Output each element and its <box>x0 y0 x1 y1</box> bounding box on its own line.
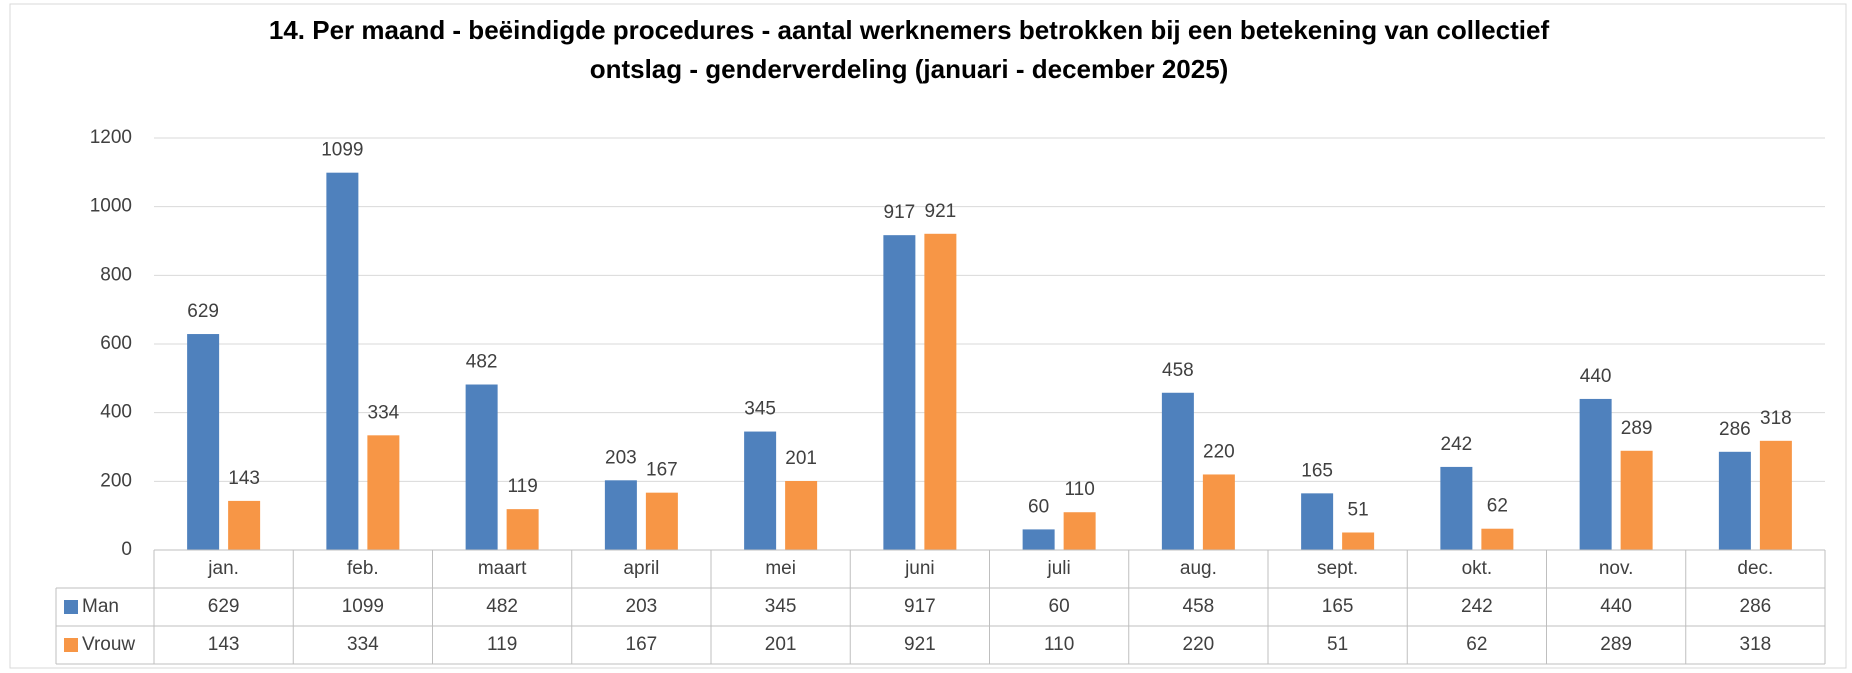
x-tick-label: jan. <box>207 558 239 579</box>
bar <box>883 235 916 550</box>
y-tick-label: 0 <box>121 539 132 560</box>
chart-title: ontslag - genderverdeling (januari - dec… <box>590 54 1229 84</box>
x-tick-label: nov. <box>1599 558 1634 579</box>
bar <box>645 492 678 550</box>
table-cell: 334 <box>347 634 379 655</box>
data-label: 119 <box>507 476 537 497</box>
data-label: 60 <box>1028 496 1049 517</box>
bar <box>506 509 539 550</box>
data-label: 440 <box>1580 366 1612 387</box>
data-label: 62 <box>1487 496 1508 517</box>
x-tick-label: okt. <box>1462 558 1493 579</box>
data-label: 629 <box>187 301 219 322</box>
table-cell: 242 <box>1461 596 1493 617</box>
data-label: 203 <box>605 447 637 468</box>
table-cell: 318 <box>1740 634 1772 655</box>
table-cell: 143 <box>208 634 240 655</box>
data-label: 220 <box>1203 441 1235 462</box>
bar <box>1718 451 1751 550</box>
data-label: 1099 <box>321 140 363 161</box>
x-tick-label: maart <box>478 558 527 579</box>
table-cell: 921 <box>904 634 936 655</box>
legend-swatch <box>64 638 78 652</box>
bar <box>1022 529 1055 550</box>
bar <box>1440 466 1473 550</box>
bar <box>465 384 498 550</box>
table-cell: 482 <box>486 596 518 617</box>
data-label: 334 <box>368 402 400 423</box>
data-label: 286 <box>1719 419 1751 440</box>
legend-swatch <box>64 600 78 614</box>
table-cell: 629 <box>208 596 240 617</box>
data-label: 165 <box>1301 460 1333 481</box>
table-cell: 60 <box>1049 596 1070 617</box>
bar <box>1063 512 1096 550</box>
x-tick-label: juli <box>1047 558 1071 579</box>
y-tick-label: 1200 <box>90 127 132 148</box>
bar <box>1301 493 1334 550</box>
data-label: 242 <box>1441 434 1473 455</box>
bar <box>924 233 957 551</box>
bar <box>367 435 400 550</box>
bar <box>1342 532 1375 550</box>
x-tick-label: juni <box>904 558 935 579</box>
chart-border <box>9 3 1847 669</box>
y-tick-label: 600 <box>100 333 132 354</box>
table-cell: 165 <box>1322 596 1354 617</box>
table-cell: 201 <box>765 634 797 655</box>
table-cell: 203 <box>626 596 658 617</box>
x-tick-label: aug. <box>1180 558 1217 579</box>
y-tick-label: 800 <box>100 264 132 285</box>
bar <box>326 172 359 550</box>
table-cell: 220 <box>1183 634 1215 655</box>
bar <box>744 431 777 550</box>
legend-label: Man <box>82 596 119 617</box>
table-cell: 1099 <box>342 596 384 617</box>
chart-title: 14. Per maand - beëindigde procedures - … <box>269 15 1550 45</box>
table-cell: 917 <box>904 596 936 617</box>
x-tick-label: mei <box>765 558 796 579</box>
data-label: 345 <box>744 399 776 420</box>
data-label: 110 <box>1064 479 1094 500</box>
table-cell: 110 <box>1044 634 1074 655</box>
bar <box>187 334 220 550</box>
bar <box>1579 398 1612 550</box>
data-label: 458 <box>1162 360 1194 381</box>
y-tick-label: 200 <box>100 470 132 491</box>
bar <box>1759 440 1792 550</box>
table-cell: 440 <box>1600 596 1632 617</box>
bar <box>228 500 261 550</box>
data-label: 917 <box>884 202 916 223</box>
table-cell: 458 <box>1183 596 1215 617</box>
table-cell: 51 <box>1327 634 1348 655</box>
data-label: 201 <box>785 448 817 469</box>
x-tick-label: april <box>623 558 659 579</box>
table-cell: 119 <box>487 634 517 655</box>
bar <box>1202 474 1235 550</box>
table-cell: 345 <box>765 596 797 617</box>
table-cell: 167 <box>626 634 658 655</box>
bar <box>1481 528 1514 550</box>
y-tick-label: 400 <box>100 402 132 423</box>
bar <box>604 480 637 550</box>
legend-label: Vrouw <box>82 634 135 655</box>
data-label: 482 <box>466 352 498 373</box>
x-tick-label: sept. <box>1317 558 1358 579</box>
bar <box>785 480 818 550</box>
data-label: 318 <box>1760 408 1792 429</box>
data-label: 143 <box>228 468 260 489</box>
table-cell: 62 <box>1466 634 1487 655</box>
table-cell: 289 <box>1600 634 1632 655</box>
data-label: 167 <box>646 460 678 481</box>
data-label: 51 <box>1348 500 1369 521</box>
bar <box>1620 450 1653 550</box>
y-tick-label: 1000 <box>90 196 132 217</box>
table-cell: 286 <box>1740 596 1772 617</box>
bar <box>1161 392 1194 550</box>
x-tick-label: feb. <box>347 558 379 579</box>
data-label: 921 <box>925 201 957 222</box>
data-label: 289 <box>1621 418 1653 439</box>
x-tick-label: dec. <box>1737 558 1773 579</box>
